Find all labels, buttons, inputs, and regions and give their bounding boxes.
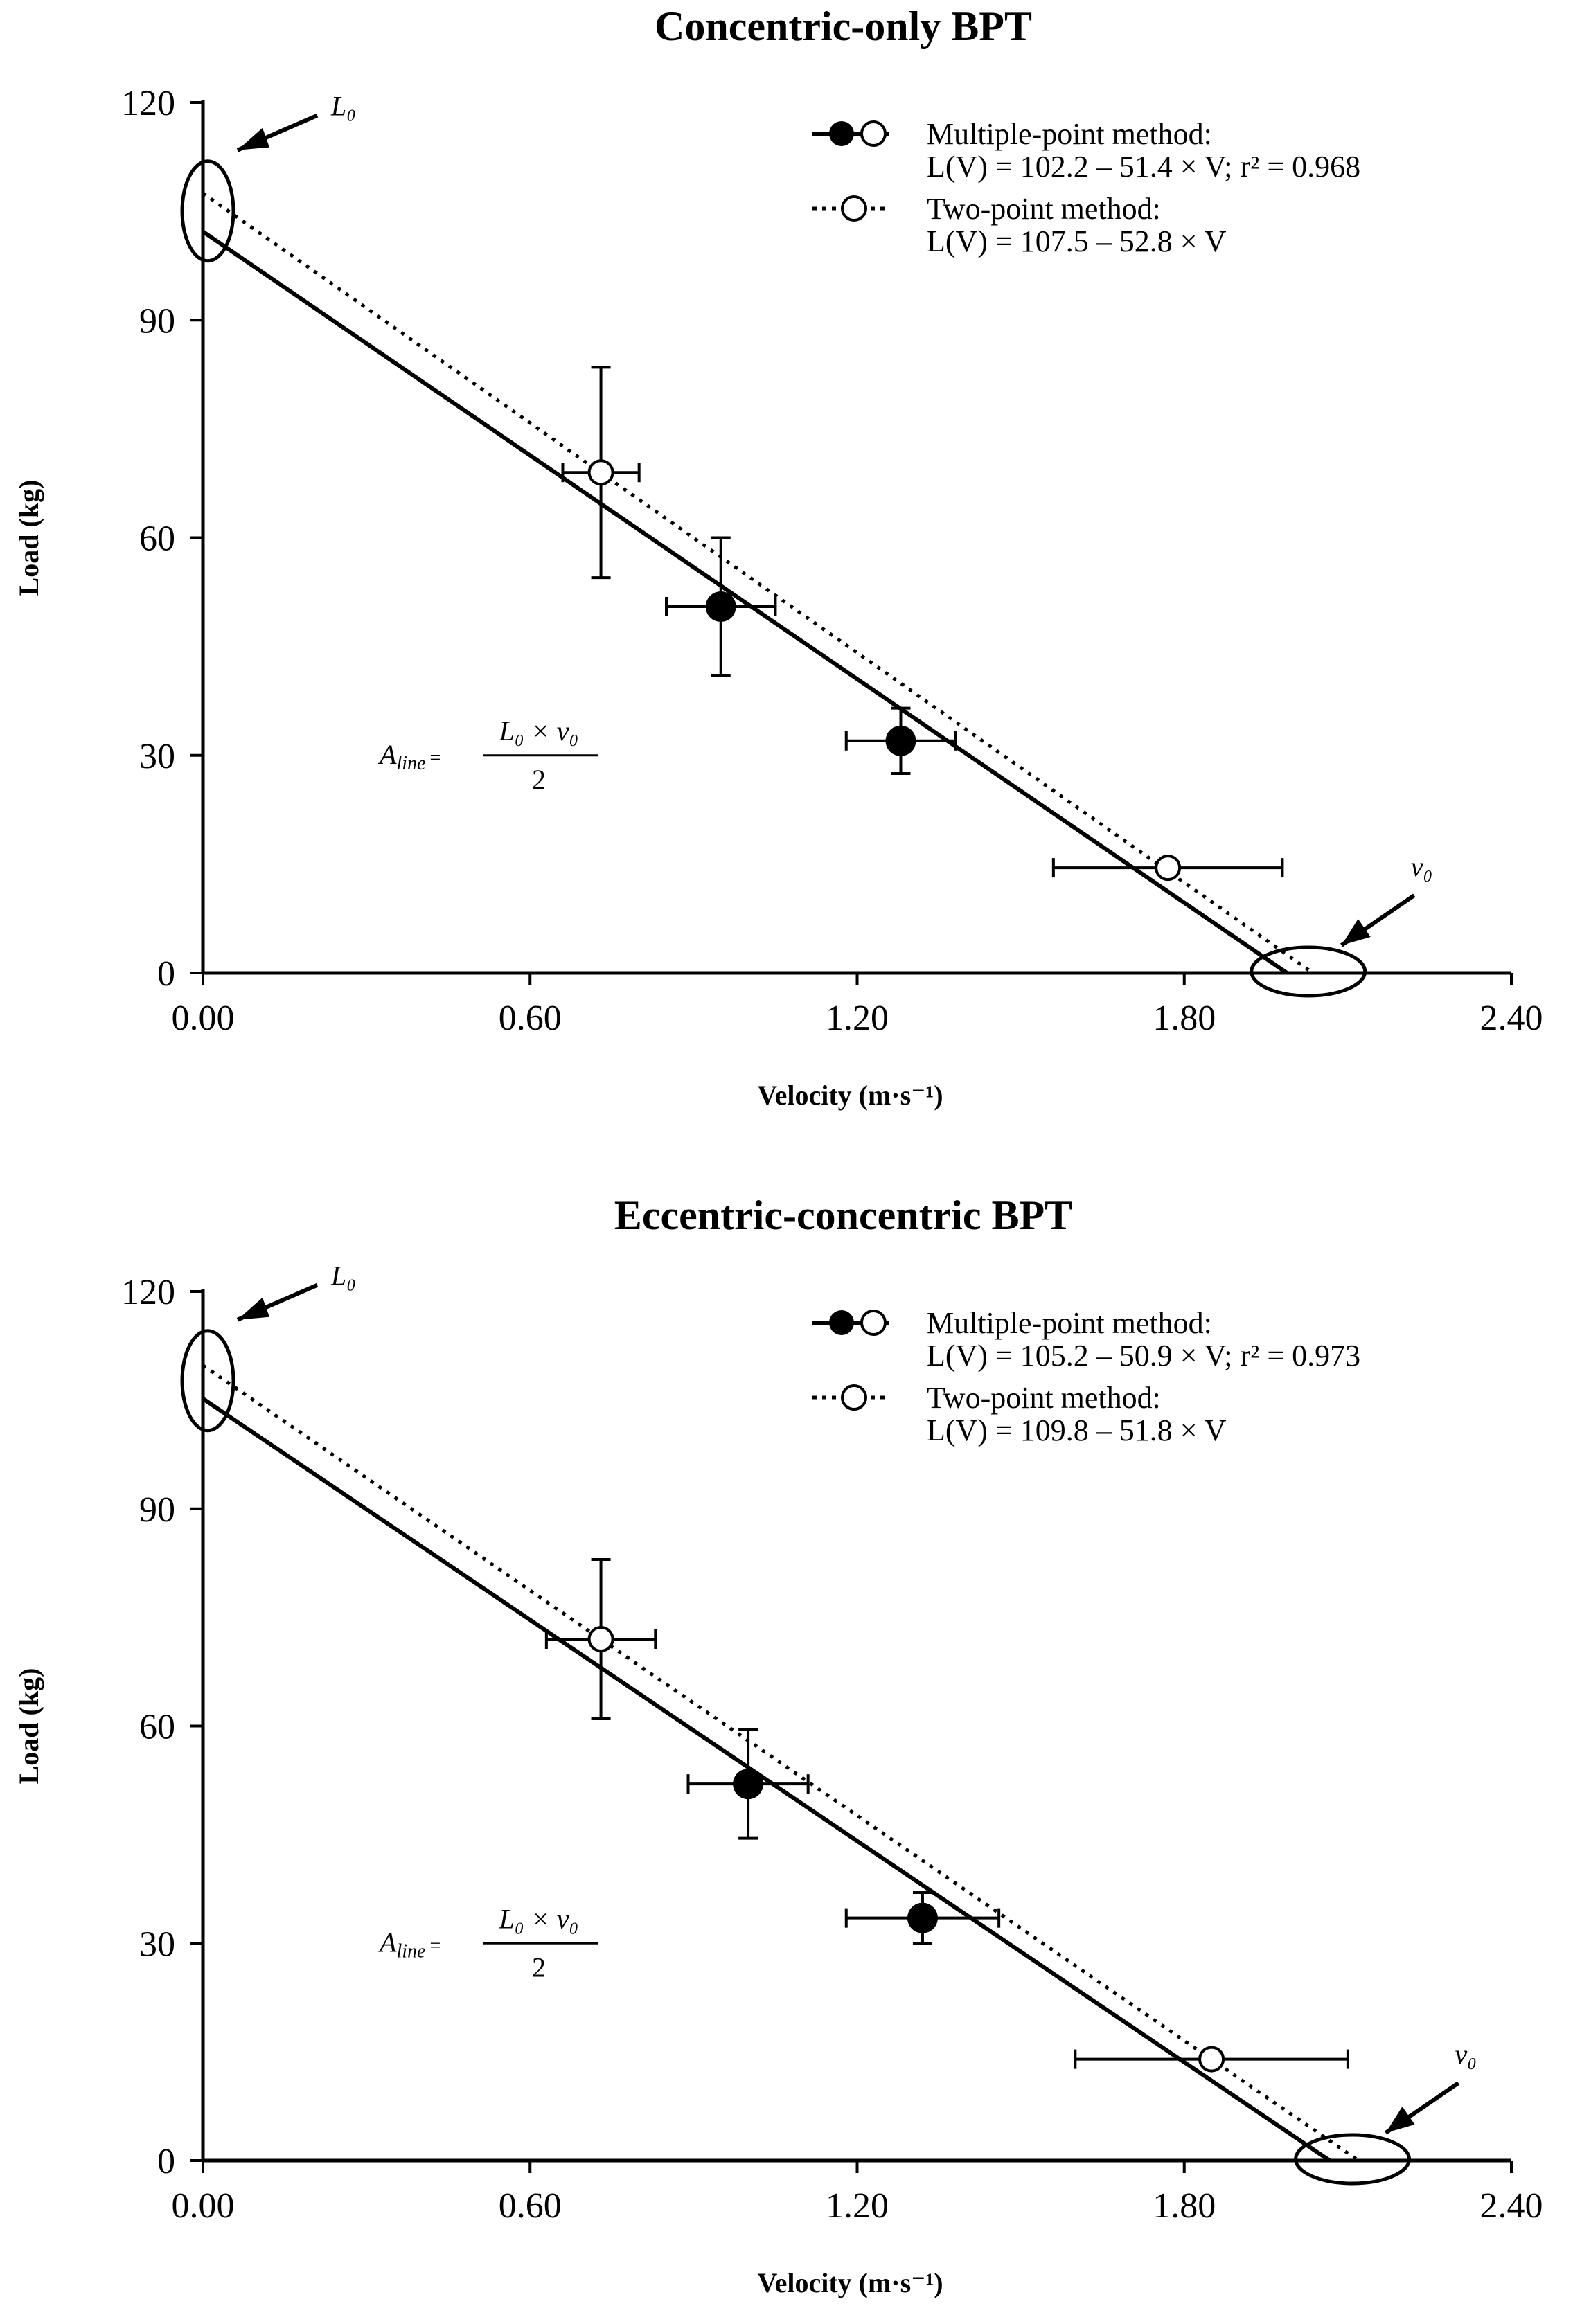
multiple-point-regression-line — [202, 229, 1288, 975]
y-tick-label: 90 — [139, 1490, 175, 1530]
y-tick-label: 30 — [139, 737, 175, 776]
legend-marker-open — [841, 195, 867, 222]
data-point-filled — [885, 725, 916, 756]
x-axis-label: Velocity (m·s⁻¹) — [757, 2267, 943, 2298]
x-tick-label: 1.20 — [826, 999, 889, 1038]
l0-label: L₀ — [330, 1260, 356, 1291]
chart-title: Eccentric-concentric BPT — [614, 1192, 1072, 1238]
area-formula-denominator: 2 — [532, 764, 546, 795]
x-tick-label: 1.80 — [1153, 2186, 1216, 2226]
y-tick-label: 60 — [139, 519, 175, 559]
y-axis-label: Load (kg) — [13, 1668, 44, 1785]
legend-marker-open — [841, 1384, 867, 1411]
data-point-open — [1155, 855, 1182, 882]
v0-label: v₀ — [1411, 851, 1433, 882]
chart-title: Concentric-only BPT — [655, 3, 1032, 49]
y-axis-label: Load (kg) — [13, 480, 44, 596]
chart-panel-1: Concentric-only BPT 0 30 60 90 120 0.00 0.60 1.2… — [13, 3, 1543, 1111]
x-tick-label: 1.20 — [826, 2186, 889, 2226]
legend-equation-multiple-point: L(V) = 105.2 – 50.9 × V; r² = 0.973 — [927, 1339, 1360, 1373]
l0-highlight-ellipse — [180, 159, 235, 263]
data-point-open — [587, 1626, 614, 1652]
x-tick-label: 0.60 — [499, 999, 562, 1038]
legend-label-multiple-point: Multiple-point method: — [927, 1306, 1212, 1340]
x-axis-label: Velocity (m·s⁻¹) — [757, 1080, 943, 1111]
data-point-open — [587, 459, 614, 486]
legend-equation-two-point: L(V) = 107.5 – 52.8 × V — [927, 224, 1227, 258]
l0-arrow-head — [238, 127, 269, 150]
x-tick-label: 0.60 — [499, 2186, 562, 2226]
legend-label-two-point: Two-point method: — [927, 1381, 1161, 1415]
v0-label: v₀ — [1455, 2039, 1477, 2070]
v0-arrow-head — [1341, 919, 1371, 945]
legend-label-multiple-point: Multiple-point method: — [927, 117, 1212, 151]
v0-highlight-ellipse — [1250, 945, 1367, 998]
area-formula-numerator: L₀ × v₀ — [499, 715, 579, 747]
data-point-open — [1198, 2046, 1225, 2073]
legend-marker-open — [860, 120, 887, 147]
two-point-regression-line — [202, 1364, 1360, 2163]
area-formula-lhs: Aline = — [377, 739, 441, 774]
data-point-filled — [907, 1902, 938, 1933]
x-tick-label: 2.40 — [1480, 2186, 1543, 2226]
area-formula-numerator: L₀ × v₀ — [499, 1903, 579, 1934]
area-formula-denominator: 2 — [532, 1951, 546, 1983]
l0-highlight-ellipse — [180, 1329, 235, 1433]
data-point-filled — [733, 1769, 764, 1800]
y-tick-label: 120 — [121, 84, 175, 123]
y-tick-label: 0 — [157, 954, 175, 994]
x-tick-label: 2.40 — [1480, 999, 1543, 1038]
v0-arrow-head — [1385, 2107, 1415, 2133]
legend-marker-filled — [829, 1310, 854, 1335]
y-tick-label: 120 — [121, 1273, 175, 1312]
y-tick-label: 60 — [139, 1708, 175, 1747]
x-tick-label: 1.80 — [1153, 999, 1216, 1038]
legend-label-two-point: Two-point method: — [927, 192, 1161, 226]
data-point-filled — [705, 591, 736, 623]
two-point-regression-line — [202, 191, 1314, 975]
y-tick-label: 30 — [139, 1924, 175, 1964]
legend-marker-filled — [829, 121, 854, 146]
legend-equation-multiple-point: L(V) = 102.2 – 51.4 × V; r² = 0.968 — [927, 150, 1360, 184]
v0-highlight-ellipse — [1294, 2133, 1412, 2186]
area-formula-lhs: Aline = — [377, 1927, 441, 1962]
x-tick-label: 0.00 — [172, 999, 235, 1038]
x-tick-label: 0.00 — [172, 2186, 235, 2226]
legend-equation-two-point: L(V) = 109.8 – 51.8 × V — [927, 1413, 1227, 1447]
multiple-point-regression-line — [202, 1397, 1331, 2163]
y-tick-label: 90 — [139, 301, 175, 341]
l0-arrow-head — [238, 1297, 269, 1320]
chart-panel-2: Eccentric-concentric BPT 0 30 60 90 120 0.00 0.… — [13, 1192, 1543, 2298]
y-tick-label: 0 — [157, 2142, 175, 2181]
l0-label: L₀ — [330, 91, 356, 122]
legend-marker-open — [860, 1310, 887, 1336]
